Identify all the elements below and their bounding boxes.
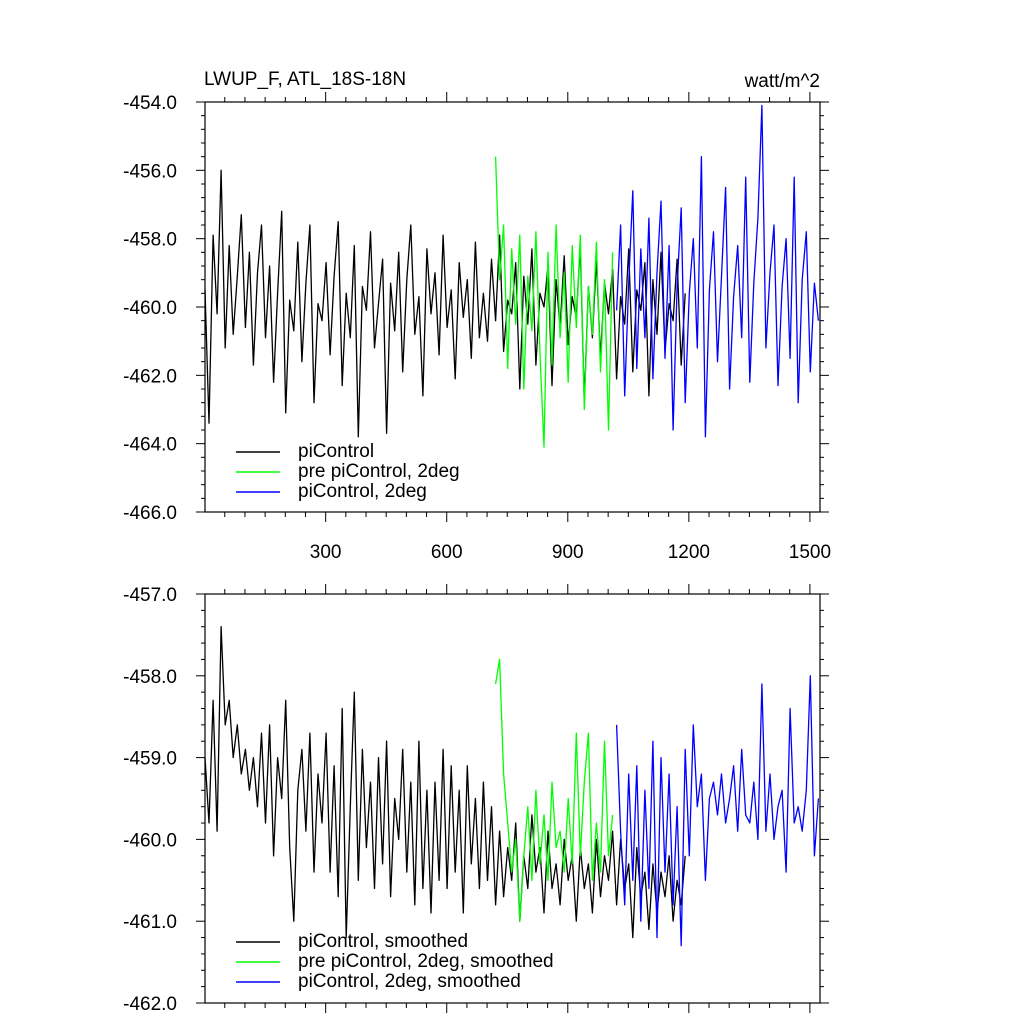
legend-label: piControl, 2deg bbox=[298, 481, 427, 502]
y-tick-label: -461.0 bbox=[123, 912, 177, 933]
series-line-2 bbox=[615, 104, 820, 438]
y-tick-label: -466.0 bbox=[123, 503, 177, 524]
y-tick-label: -459.0 bbox=[123, 749, 177, 770]
units-label: watt/m^2 bbox=[744, 71, 820, 92]
x-tick-label: 900 bbox=[552, 542, 584, 563]
legend-label: pre piControl, 2deg bbox=[298, 461, 460, 482]
series-line-1 bbox=[494, 658, 614, 922]
y-tick-label: -462.0 bbox=[123, 994, 177, 1015]
chart-title: LWUP_F, ATL_18S-18N bbox=[204, 69, 406, 90]
series-line-0 bbox=[204, 626, 686, 939]
x-tick-label: 1500 bbox=[789, 542, 831, 563]
plot-frame bbox=[204, 593, 821, 1004]
y-tick-label: -458.0 bbox=[123, 230, 177, 251]
y-tick-label: -457.0 bbox=[123, 585, 177, 606]
y-tick-label: -458.0 bbox=[123, 667, 177, 688]
y-tick-label: -464.0 bbox=[123, 435, 177, 456]
x-tick-label: 300 bbox=[310, 542, 342, 563]
series-line-0 bbox=[204, 169, 686, 438]
series-line-1 bbox=[494, 156, 614, 448]
legend-label: pre piControl, 2deg, smoothed bbox=[298, 951, 554, 972]
legend-label: piControl, 2deg, smoothed bbox=[298, 971, 521, 992]
legend-label: piControl, smoothed bbox=[298, 931, 468, 952]
y-tick-label: -462.0 bbox=[123, 366, 177, 387]
y-tick-label: -456.0 bbox=[123, 161, 177, 182]
x-tick-label: 600 bbox=[431, 542, 463, 563]
top-panel: -466.0 -464.0 -462.0 -460.0 -458.0 -456.0 -454… bbox=[123, 92, 831, 563]
series-line-2 bbox=[615, 675, 820, 947]
y-tick-label: -460.0 bbox=[123, 830, 177, 851]
y-tick-label: -454.0 bbox=[123, 93, 177, 114]
y-tick-label: -460.0 bbox=[123, 298, 177, 319]
bottom-panel: -462.0 -461.0 -460.0 -459.0 -458.0 -457.0 piCo… bbox=[123, 584, 829, 1015]
legend-label: piControl bbox=[298, 441, 374, 462]
x-tick-label: 1200 bbox=[668, 542, 710, 563]
